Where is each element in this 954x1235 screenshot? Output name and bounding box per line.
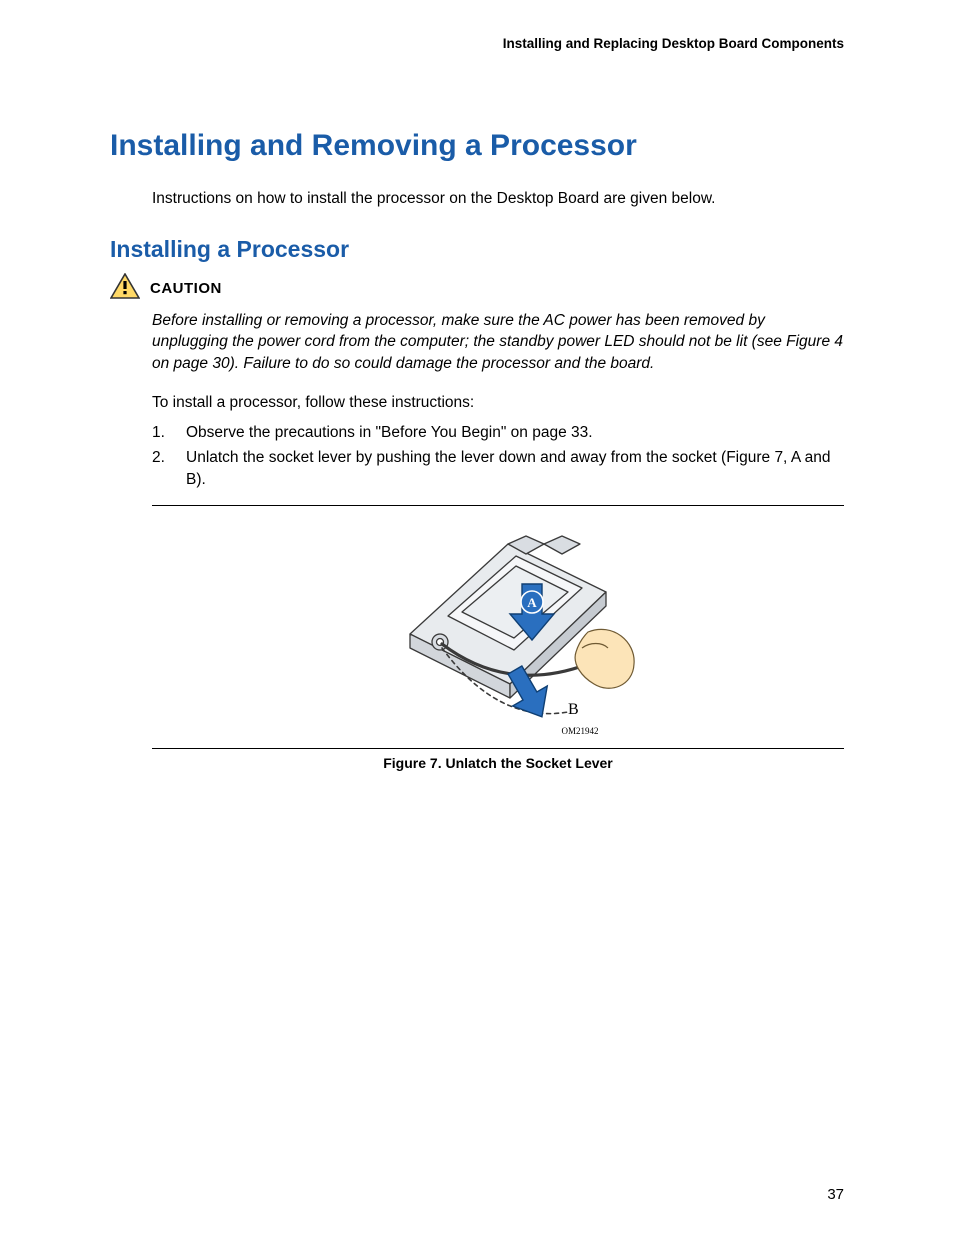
step-number: 1. bbox=[152, 422, 186, 444]
figure-socket-lever-diagram: A B OM21942 bbox=[358, 514, 638, 744]
step-item: 1. Observe the precautions in "Before Yo… bbox=[152, 422, 844, 444]
caution-label: CAUTION bbox=[150, 280, 222, 297]
figure-top-rule bbox=[152, 505, 844, 506]
instruction-lead: To install a processor, follow these ins… bbox=[152, 392, 844, 414]
figure-label-b: B bbox=[568, 701, 579, 718]
ordered-steps: 1. Observe the precautions in "Before Yo… bbox=[152, 422, 844, 491]
figure-ref-code: OM21942 bbox=[561, 726, 598, 736]
caution-triangle-icon bbox=[110, 273, 140, 304]
page-number: 37 bbox=[827, 1186, 844, 1203]
figure-label-a: A bbox=[527, 595, 537, 610]
step-item: 2. Unlatch the socket lever by pushing t… bbox=[152, 447, 844, 490]
step-number: 2. bbox=[152, 447, 186, 490]
caution-header-row: CAUTION bbox=[110, 273, 844, 304]
intro-paragraph: Instructions on how to install the proce… bbox=[152, 189, 844, 210]
figure-bottom-rule bbox=[152, 748, 844, 749]
page-title-h1: Installing and Removing a Processor bbox=[110, 129, 844, 163]
figure-container: A B OM21942 bbox=[152, 514, 844, 744]
caution-body-text: Before installing or removing a processo… bbox=[152, 310, 844, 374]
step-text: Unlatch the socket lever by pushing the … bbox=[186, 447, 844, 490]
figure-caption: Figure 7. Unlatch the Socket Lever bbox=[152, 755, 844, 771]
section-title-h2: Installing a Processor bbox=[110, 236, 844, 263]
step-text: Observe the precautions in "Before You B… bbox=[186, 422, 844, 444]
running-header: Installing and Replacing Desktop Board C… bbox=[110, 36, 844, 51]
